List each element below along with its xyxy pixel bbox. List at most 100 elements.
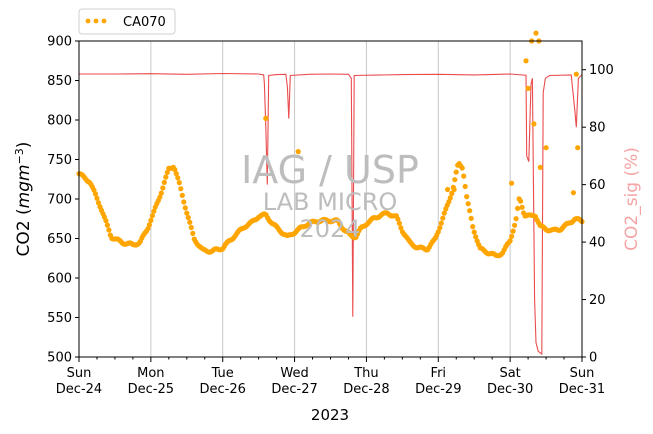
ca070-point: [533, 30, 539, 36]
x-tick-date: Dec-26: [200, 382, 246, 397]
ca070-point: [94, 195, 100, 201]
ca070-point: [92, 191, 99, 197]
y2-tick-label: 60: [589, 178, 606, 193]
x-tick-day: Wed: [280, 366, 308, 381]
y-tick-label: 650: [47, 232, 72, 247]
ca070-point: [459, 165, 465, 171]
x-tick-day: Sat: [499, 366, 520, 381]
ca070-point: [451, 186, 457, 193]
ca070-point: [543, 145, 549, 151]
co2-sig-series: [79, 72, 583, 356]
ca070-point: [295, 149, 301, 155]
ca070-point: [435, 229, 441, 235]
ca070-point: [172, 167, 178, 173]
ca070-point: [575, 145, 581, 151]
ca070-point: [184, 210, 190, 216]
ca070-point: [449, 190, 455, 196]
ca070-point: [461, 173, 467, 179]
y-tick-label: 850: [47, 74, 72, 89]
x-tick-date: Dec-28: [343, 382, 389, 397]
ca070-point: [148, 217, 154, 223]
x-tick-day: Fri: [431, 366, 447, 381]
y2-tick-label: 0: [589, 351, 597, 366]
x-tick-day: Mon: [137, 366, 164, 381]
ca070-point: [188, 224, 194, 231]
ca070-point: [513, 216, 519, 222]
ca070-point: [181, 199, 187, 205]
right-axis-ticks: 0 20 40 60 80 100: [582, 63, 614, 366]
x-tick-date: Dec-30: [487, 382, 533, 397]
y2-tick-label: 100: [589, 63, 614, 78]
ca070-point: [518, 198, 524, 204]
y2-tick-label: 80: [589, 121, 606, 136]
ca070-point: [462, 183, 468, 190]
ca070-point: [398, 225, 404, 231]
ca070-point: [158, 190, 164, 196]
ca070-point: [151, 208, 157, 214]
ca070-point: [515, 205, 521, 211]
ca070-point: [441, 210, 447, 216]
ca070-point: [471, 229, 477, 235]
ca070-point: [440, 215, 446, 221]
legend-marker: [85, 18, 91, 24]
ca070-point: [509, 180, 515, 186]
legend: CA070: [78, 8, 176, 35]
ca070-point: [507, 238, 513, 244]
x-tick-date: Dec-24: [56, 382, 102, 397]
ca070-point: [464, 194, 470, 200]
ca070-point: [157, 194, 163, 200]
ca070-point: [452, 177, 458, 183]
ca070-point: [146, 222, 152, 228]
ca070-point: [519, 204, 525, 210]
y2-axis-label: CO2_sig (%): [622, 147, 642, 251]
legend-marker: [101, 18, 107, 24]
ca070-point: [95, 200, 102, 206]
ca070-point: [510, 228, 516, 234]
ca070-point: [573, 71, 579, 77]
ca070-point: [468, 215, 474, 221]
legend-marker: [93, 18, 99, 24]
x-tick-day: Sun: [570, 366, 595, 381]
ca070-point: [173, 171, 179, 177]
ca070-point: [395, 216, 401, 222]
ca070-point: [537, 164, 543, 170]
ca070-point: [523, 58, 529, 64]
ca070-point: [161, 179, 167, 185]
y-tick-label: 900: [47, 35, 72, 50]
watermark: IAG / USP LAB MICRO 2024: [241, 148, 419, 243]
left-axis-ticks: 500 550 600 650 700 750 800 850 900: [47, 35, 79, 366]
y2-tick-label: 40: [589, 236, 606, 251]
y-tick-label: 800: [47, 114, 72, 129]
y-tick-label: 750: [47, 153, 72, 168]
ca070-point: [511, 222, 518, 228]
ca070-series: [76, 30, 585, 259]
y2-tick-label: 20: [589, 293, 606, 308]
ca070-point: [445, 186, 451, 193]
x-tick-date: Dec-27: [271, 382, 317, 397]
x-axis-label: 2023: [311, 406, 349, 424]
ca070-point: [396, 220, 402, 226]
ca070-point: [149, 213, 155, 219]
legend-box: [78, 8, 176, 35]
x-axis-ticks: SunDec-24MonDec-25TueDec-26WedDec-27ThuD…: [56, 357, 605, 397]
ca070-point: [104, 222, 110, 228]
ca070-point: [103, 218, 109, 224]
y-tick-label: 550: [47, 311, 72, 326]
ca070-point: [470, 224, 476, 230]
y-axis-label: CO2 (mgm−3): [13, 142, 35, 257]
ca070-point: [570, 190, 577, 196]
legend-label: CA070: [123, 15, 166, 30]
watermark-line-1: IAG / USP: [241, 148, 419, 192]
watermark-line-2: LAB MICRO: [263, 188, 398, 216]
ca070-point: [437, 225, 443, 231]
ca070-point: [467, 208, 473, 214]
watermark-line-3: 2024: [299, 215, 360, 243]
ca070-point: [182, 205, 188, 211]
x-tick-day: Sun: [67, 366, 92, 381]
x-tick-day: Thu: [353, 366, 378, 381]
x-gridlines: [150, 41, 511, 357]
ca070-point: [263, 115, 269, 121]
ca070-point: [160, 185, 166, 191]
ca070-point: [178, 186, 184, 192]
ca070-point: [164, 169, 170, 175]
